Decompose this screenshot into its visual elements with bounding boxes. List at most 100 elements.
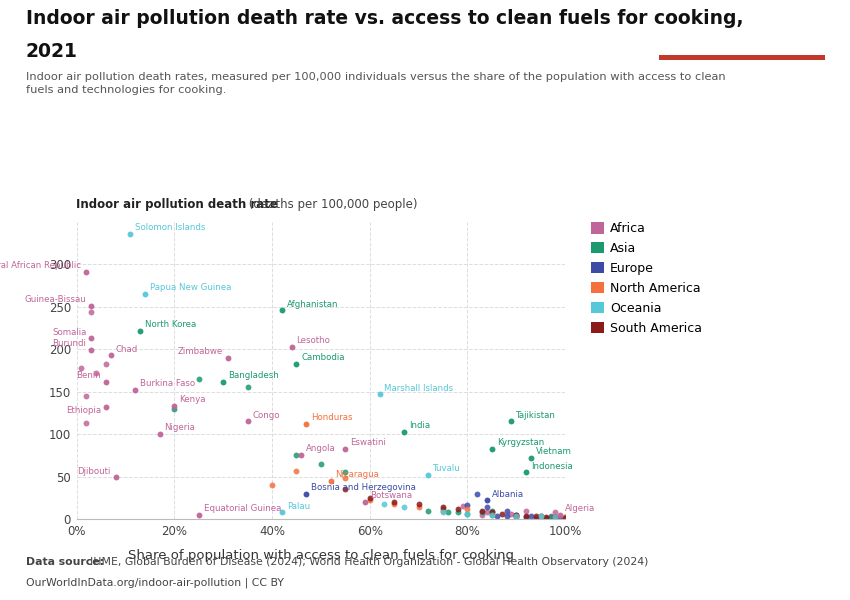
Point: [290, 359, 303, 368]
Text: Palau: Palau: [286, 502, 309, 511]
Text: (deaths per 100,000 people): (deaths per 100,000 people): [245, 198, 417, 211]
Point: [299, 419, 313, 429]
Text: 2021: 2021: [26, 42, 77, 61]
Point: [436, 502, 450, 512]
Text: Algeria: Algeria: [565, 504, 596, 513]
Point: [529, 512, 542, 521]
Point: [109, 473, 122, 482]
Point: [397, 502, 411, 512]
Point: [138, 289, 151, 299]
Point: [241, 383, 254, 392]
Point: [485, 510, 499, 520]
Point: [99, 377, 112, 386]
Point: [192, 510, 206, 520]
Point: [505, 509, 518, 519]
Text: OurWorldInData.org/indoor-air-pollution | CC BY: OurWorldInData.org/indoor-air-pollution …: [26, 577, 283, 588]
Point: [192, 374, 206, 384]
Point: [338, 467, 352, 477]
Text: Indoor air pollution death rates, measured per 100,000 individuals versus the sh: Indoor air pollution death rates, measur…: [26, 72, 725, 95]
Text: India: India: [409, 421, 430, 430]
Point: [363, 496, 377, 505]
Point: [167, 401, 181, 411]
Point: [480, 496, 494, 505]
Point: [475, 508, 489, 517]
Point: [509, 511, 523, 520]
Point: [558, 514, 572, 523]
Point: [534, 512, 547, 521]
Text: Solomon Islands: Solomon Islands: [135, 223, 206, 232]
Point: [534, 512, 547, 521]
Point: [544, 512, 558, 521]
Point: [216, 377, 230, 386]
Point: [475, 506, 489, 515]
Point: [548, 508, 562, 517]
Point: [500, 506, 513, 515]
Text: Somalia: Somalia: [52, 328, 87, 337]
Text: Angola: Angola: [306, 444, 336, 453]
Point: [450, 504, 464, 514]
Point: [519, 512, 533, 522]
Point: [436, 504, 450, 514]
Point: [534, 512, 547, 522]
Point: [363, 493, 377, 503]
Point: [519, 467, 533, 477]
Point: [290, 466, 303, 475]
Point: [461, 509, 474, 519]
Point: [338, 485, 352, 494]
Point: [461, 500, 474, 510]
Point: [388, 499, 401, 509]
Point: [436, 508, 450, 517]
Point: [99, 402, 112, 412]
Point: [128, 385, 142, 395]
Point: [84, 301, 98, 311]
Point: [485, 444, 499, 454]
Point: [548, 512, 562, 522]
Text: Chad: Chad: [116, 344, 138, 353]
Point: [338, 444, 352, 454]
Point: [485, 510, 499, 520]
Point: [285, 342, 298, 352]
Point: [461, 504, 474, 514]
Point: [534, 512, 547, 521]
Text: Tajikistan: Tajikistan: [516, 411, 556, 420]
Point: [553, 510, 567, 520]
Point: [509, 511, 523, 520]
Point: [544, 512, 558, 522]
Point: [84, 346, 98, 355]
Text: Nicaragua: Nicaragua: [336, 470, 379, 479]
Point: [372, 389, 386, 399]
Point: [450, 508, 464, 517]
Point: [480, 502, 494, 512]
Text: Afghanistan: Afghanistan: [286, 299, 338, 308]
Text: Kyrgyzstan: Kyrgyzstan: [496, 438, 544, 447]
Text: Cambodia: Cambodia: [301, 353, 345, 362]
Text: Botswana: Botswana: [370, 491, 412, 500]
Point: [490, 511, 503, 520]
Point: [436, 506, 450, 515]
Text: Zimbabwe: Zimbabwe: [178, 347, 223, 356]
Legend: Africa, Asia, Europe, North America, Oceania, South America: Africa, Asia, Europe, North America, Oce…: [591, 223, 702, 335]
Point: [358, 497, 371, 507]
Text: Indonesia: Indonesia: [531, 461, 573, 470]
Point: [265, 480, 279, 490]
Point: [461, 509, 474, 519]
Point: [411, 502, 425, 512]
Text: Our World: Our World: [708, 20, 775, 34]
Text: Guinea-Bissau: Guinea-Bissau: [25, 295, 87, 304]
Point: [89, 368, 103, 378]
Point: [529, 514, 542, 523]
Point: [388, 497, 401, 507]
Point: [485, 506, 499, 515]
Point: [299, 489, 313, 499]
Point: [558, 512, 572, 522]
Point: [524, 512, 538, 521]
Text: Indoor air pollution death rate vs. access to clean fuels for cooking,: Indoor air pollution death rate vs. acce…: [26, 9, 743, 28]
Text: Eswatini: Eswatini: [350, 438, 386, 447]
Point: [519, 506, 533, 515]
Text: Central African Republic: Central African Republic: [0, 262, 82, 271]
Point: [548, 512, 562, 522]
Point: [99, 359, 112, 368]
Point: [509, 510, 523, 520]
Point: [509, 510, 523, 520]
Point: [553, 514, 567, 523]
